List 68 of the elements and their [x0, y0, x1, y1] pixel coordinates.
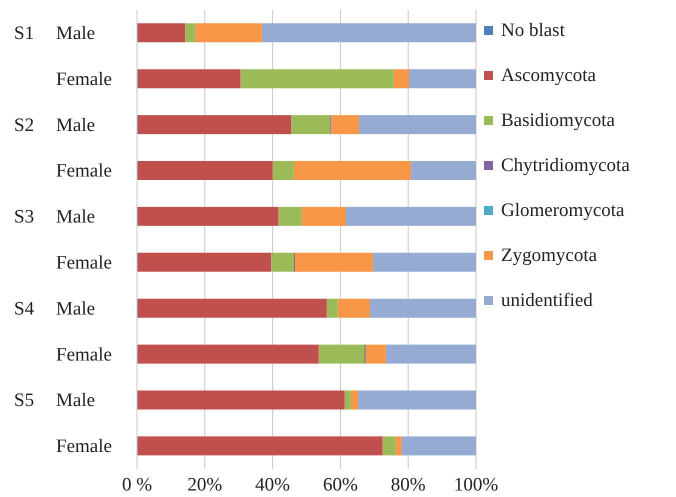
bar [345, 206, 476, 226]
bar [372, 252, 476, 272]
bar [137, 252, 272, 272]
bar [278, 206, 302, 226]
bar [318, 344, 364, 364]
bar [262, 23, 476, 42]
legend-label: Basidiomycota [501, 110, 615, 132]
bar [137, 298, 327, 318]
bar [137, 390, 344, 410]
legend-label: Chytridiomycota [501, 154, 630, 176]
text: S1 [14, 22, 34, 44]
bar [137, 344, 319, 364]
legend-label: Ascomycota [501, 64, 596, 86]
bar [294, 161, 411, 180]
x-tick-label: 0 % [122, 474, 152, 496]
text: S5 [14, 390, 34, 412]
bar [137, 436, 382, 456]
bar [338, 298, 370, 318]
bar [365, 344, 386, 364]
y-tick-label: Male [56, 114, 96, 136]
text: S3 [14, 206, 34, 228]
bar [240, 69, 394, 88]
bar [359, 115, 476, 134]
bar [401, 436, 476, 456]
bar [294, 252, 373, 272]
text: S2 [14, 114, 34, 136]
bar [185, 23, 196, 42]
text: S4 [14, 298, 35, 320]
y-tick-label: Female [56, 252, 112, 274]
bar [326, 298, 338, 318]
y-tick-label: Female [56, 160, 112, 182]
bar [137, 161, 273, 180]
bar [344, 390, 351, 410]
legend-label: unidentified [501, 290, 593, 312]
legend-label: No blast [501, 20, 565, 42]
bar [410, 161, 476, 180]
bar [408, 69, 476, 88]
bar [331, 115, 360, 134]
x-tick-label: 20% [187, 474, 222, 496]
bar [271, 252, 294, 272]
bar [395, 436, 402, 456]
bar [137, 23, 186, 42]
bar [195, 23, 262, 42]
bar [291, 115, 330, 134]
y-tick-label: Female [56, 68, 112, 90]
y-tick-label: Male [56, 206, 96, 228]
legend-label: Zygomycota [501, 244, 598, 266]
bar [382, 436, 396, 456]
legend-label: Glomeromycota [501, 200, 624, 222]
y-tick-label: Male [56, 298, 96, 320]
bar [370, 298, 476, 318]
y-tick-label: Male [56, 390, 96, 412]
x-tick-label: 40% [255, 474, 290, 496]
bar [386, 344, 476, 364]
bar [358, 390, 476, 410]
bar [350, 390, 358, 410]
y-tick-label: Male [56, 22, 96, 44]
bar [138, 69, 240, 88]
bar [301, 206, 346, 226]
x-tick-label: 60% [322, 474, 358, 496]
bar [272, 161, 294, 180]
x-tick-label: 80% [390, 474, 426, 496]
y-tick-label: Female [56, 344, 112, 366]
bar [137, 206, 278, 226]
y-tick-label: Female [56, 436, 112, 458]
x-tick-label: 100% [454, 474, 498, 496]
bar [137, 115, 292, 134]
bar [394, 69, 409, 88]
